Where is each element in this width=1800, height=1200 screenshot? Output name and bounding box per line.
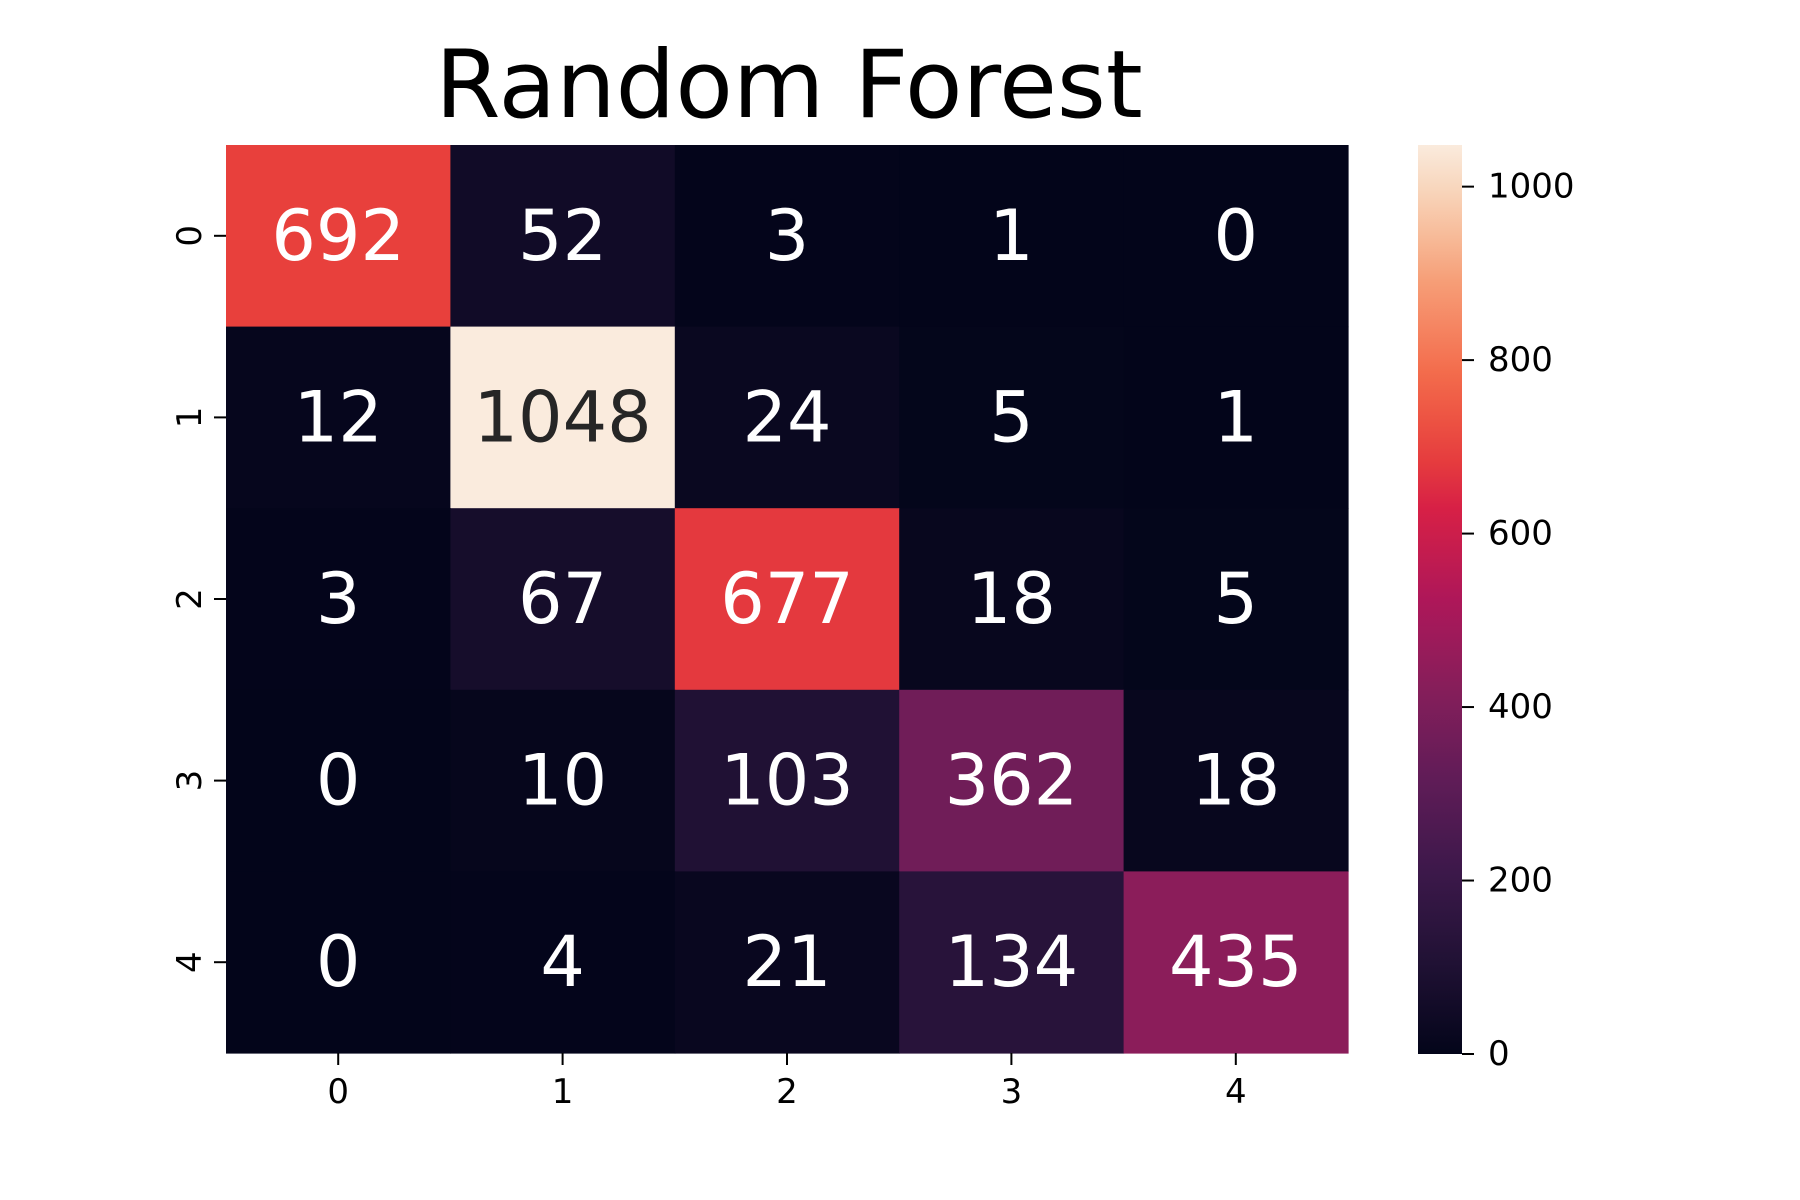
colorbar-tick-label-5: 1000 bbox=[1488, 167, 1575, 207]
x-tick-label-0: 0 bbox=[327, 1072, 349, 1112]
colorbar: 0 200 400 600 800 1000 bbox=[1418, 145, 1575, 1074]
y-tick-label-0: 0 bbox=[170, 225, 210, 247]
cell-value-r2-c4: 5 bbox=[1214, 558, 1259, 640]
colorbar-tick-label-2: 400 bbox=[1488, 687, 1553, 727]
cell-value-r4-c3: 134 bbox=[945, 921, 1079, 1003]
colorbar-tick-label-0: 0 bbox=[1488, 1034, 1510, 1074]
x-axis: 0 1 2 3 4 bbox=[327, 1053, 1247, 1112]
cell-value-r1-c0: 12 bbox=[294, 376, 383, 458]
colorbar-tick-label-4: 800 bbox=[1488, 340, 1553, 380]
heatmap-cell-r4-c1 bbox=[450, 871, 676, 1054]
heatmap-cell-r2-c4 bbox=[1123, 508, 1349, 691]
cell-value-r1-c1: 1048 bbox=[474, 376, 652, 458]
y-axis: 0 1 2 3 4 bbox=[170, 225, 226, 973]
cell-value-r4-c2: 21 bbox=[742, 921, 831, 1003]
cell-value-r2-c3: 18 bbox=[967, 558, 1056, 640]
heatmap-cell-r0-c2 bbox=[674, 145, 900, 328]
heatmap-cell-r1-c0 bbox=[226, 326, 451, 509]
y-tick-label-1: 1 bbox=[170, 407, 210, 429]
heatmap-cell-r1-c4 bbox=[1123, 326, 1349, 509]
cell-value-r4-c1: 4 bbox=[540, 921, 585, 1003]
x-tick-label-3: 3 bbox=[1001, 1072, 1023, 1112]
colorbar-tick-label-3: 600 bbox=[1488, 514, 1553, 554]
heatmap-cell-r0-c1 bbox=[450, 145, 676, 328]
cell-value-r0-c3: 1 bbox=[989, 195, 1034, 277]
cell-value-r4-c0: 0 bbox=[316, 921, 361, 1003]
heatmap-cell-r3-c0 bbox=[226, 689, 451, 872]
x-tick-label-4: 4 bbox=[1225, 1072, 1247, 1112]
heatmap-cell-r0-c0 bbox=[226, 145, 451, 328]
heatmap-cell-r3-c2 bbox=[674, 689, 900, 872]
cell-value-r2-c1: 67 bbox=[518, 558, 607, 640]
cell-value-r3-c1: 10 bbox=[518, 740, 607, 822]
cell-value-r1-c2: 24 bbox=[742, 376, 831, 458]
cell-value-r4-c4: 435 bbox=[1169, 921, 1303, 1003]
heatmap-cell-r4-c4 bbox=[1123, 871, 1349, 1054]
heatmap-cell-r0-c4 bbox=[1123, 145, 1349, 328]
cell-value-r3-c4: 18 bbox=[1191, 740, 1280, 822]
heatmap-cell-r4-c0 bbox=[226, 871, 451, 1054]
heatmap-cell-r3-c4 bbox=[1123, 689, 1349, 872]
heatmap-cell-r2-c1 bbox=[450, 508, 676, 691]
cell-value-r0-c4: 0 bbox=[1214, 195, 1259, 277]
heatmap-cells: 692 52 3 1 012 1048 24 5 13 67 677 18 50 10 103 362 180 4… bbox=[226, 145, 1349, 1054]
heatmap-cell-r4-c2 bbox=[674, 871, 900, 1054]
cell-value-r0-c1: 52 bbox=[518, 195, 607, 277]
heatmap-cell-r1-c2 bbox=[674, 326, 900, 509]
colorbar-gradient bbox=[1418, 145, 1462, 1054]
heatmap-cell-r2-c0 bbox=[226, 508, 451, 691]
cell-value-r0-c2: 3 bbox=[765, 195, 810, 277]
y-tick-label-2: 2 bbox=[170, 588, 210, 610]
heatmap-cell-r4-c3 bbox=[899, 871, 1125, 1054]
heatmap-cell-r0-c3 bbox=[899, 145, 1125, 328]
y-tick-label-3: 3 bbox=[170, 770, 210, 792]
cell-value-r2-c2: 677 bbox=[720, 558, 854, 640]
cell-value-r3-c0: 0 bbox=[316, 740, 361, 822]
heatmap-cell-r1-c1 bbox=[450, 326, 676, 509]
heatmap-cell-r3-c1 bbox=[450, 689, 676, 872]
heatmap-cell-r3-c3 bbox=[899, 689, 1125, 872]
heatmap-cell-r2-c3 bbox=[899, 508, 1125, 691]
cell-value-r2-c0: 3 bbox=[316, 558, 361, 640]
x-tick-label-2: 2 bbox=[776, 1072, 798, 1112]
colorbar-tick-label-1: 200 bbox=[1488, 861, 1553, 901]
y-tick-label-4: 4 bbox=[170, 951, 210, 973]
cell-value-r1-c4: 1 bbox=[1214, 376, 1259, 458]
heatmap-cell-r1-c3 bbox=[899, 326, 1125, 509]
colorbar-ticks: 0 200 400 600 800 1000 bbox=[1462, 167, 1575, 1074]
cell-value-r3-c2: 103 bbox=[720, 740, 854, 822]
cell-value-r0-c0: 692 bbox=[271, 195, 405, 277]
chart-title: Random Forest bbox=[435, 31, 1143, 140]
x-tick-label-1: 1 bbox=[552, 1072, 574, 1112]
heatmap-cell-r2-c2 bbox=[674, 508, 900, 691]
cell-value-r1-c3: 5 bbox=[989, 376, 1034, 458]
cell-value-r3-c3: 362 bbox=[945, 740, 1079, 822]
